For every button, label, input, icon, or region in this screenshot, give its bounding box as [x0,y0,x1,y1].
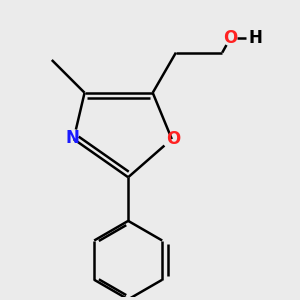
Text: H: H [248,29,262,47]
Text: N: N [65,129,79,147]
Text: O: O [166,130,181,148]
Text: O: O [223,29,238,47]
